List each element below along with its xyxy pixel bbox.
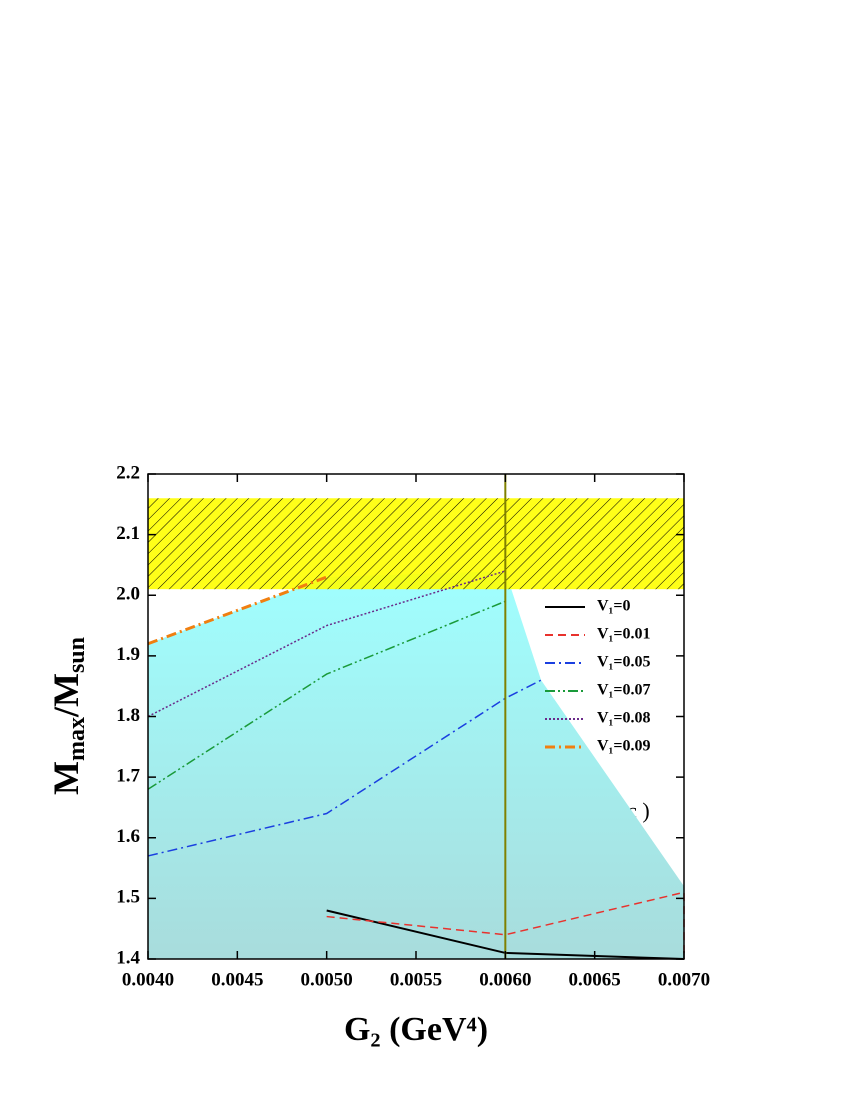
series-line [147,679,542,857]
y-tick-label: 1.4 [116,947,140,968]
x-tick-label: 0.0065 [569,969,621,990]
y-tick-label: 1.5 [116,887,140,908]
y-tick-label: 1.9 [116,644,140,665]
y-label-part: /M [46,673,86,718]
y-label-part: sun [64,637,90,673]
y-tick-label: 1.8 [116,705,140,726]
legend-label: V₁=0.09 [597,738,650,755]
x-tick-label: 0.0045 [211,969,263,990]
series-line [147,575,328,646]
y-tick-label: 2.2 [116,462,140,483]
y-label-part: M [46,761,86,795]
y-tick-label: 1.7 [116,765,140,786]
legend-label: V₁=0.07 [597,682,650,699]
y-tick-label: 2.0 [116,584,140,605]
feasible-region [148,571,684,959]
series-line [147,600,506,790]
y-tick-label: 1.6 [116,826,140,847]
x-tick-label: 0.0060 [479,969,531,990]
y-tick-label: 2.1 [116,523,140,544]
series-line [147,570,506,718]
x-tick-label: 0.0050 [301,969,353,990]
legend-label: V₁=0.05 [597,654,650,671]
x-tick-label: 0.0040 [122,969,174,990]
band-hatch [148,498,684,590]
y-label-part: max [64,717,90,761]
x-axis-label: G₂ (GeV⁴) [344,1011,488,1048]
x-tick-label: 0.0070 [658,969,710,990]
legend-label: V₁=0.08 [597,710,650,727]
x-tick-label: 0.0055 [390,969,442,990]
legend-label: V₁=0 [597,598,630,615]
y-axis-label: Mmax/Msun [46,637,89,795]
legend-label: V₁=0.01 [597,626,650,643]
